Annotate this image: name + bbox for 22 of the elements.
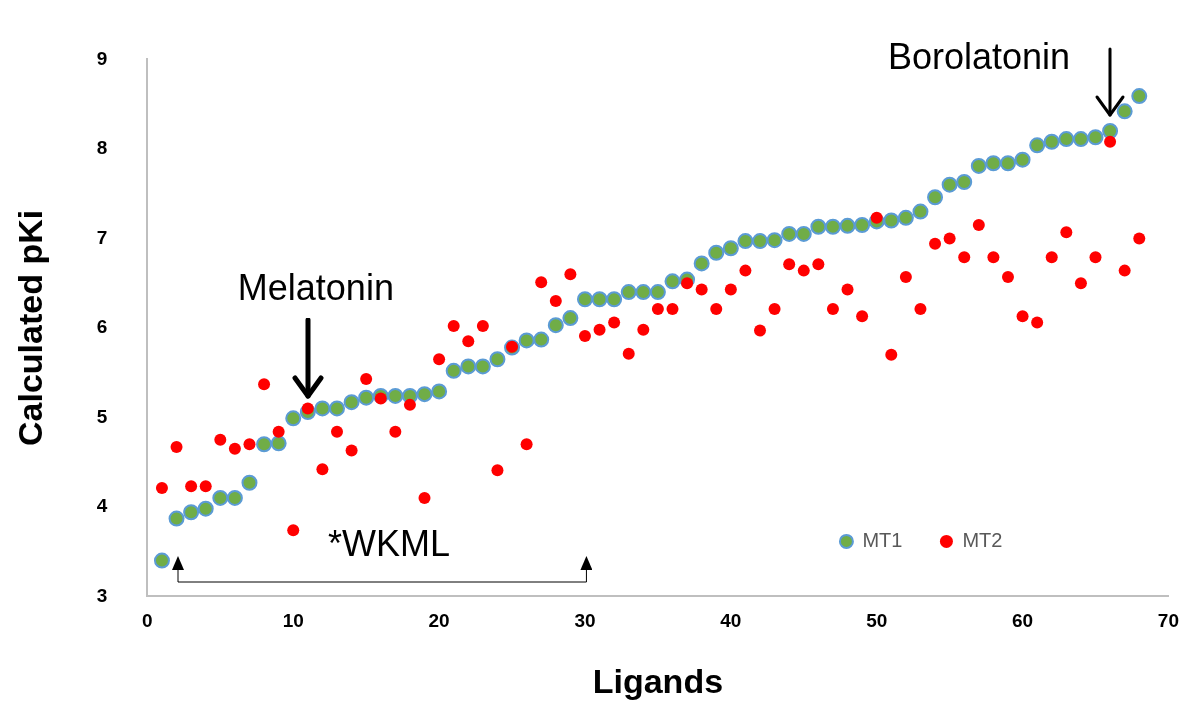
y-tick-label: 9 bbox=[96, 47, 108, 69]
annotation: Borolatonin bbox=[887, 36, 1071, 77]
x-tick-label: 30 bbox=[574, 610, 596, 632]
x-axis-title: Ligands bbox=[592, 661, 724, 700]
x-tick-label: 60 bbox=[1012, 610, 1034, 632]
x-tick-label: 50 bbox=[866, 610, 888, 632]
y-tick-label: 6 bbox=[96, 316, 108, 338]
y-axis-title: Calculated pKi bbox=[10, 209, 49, 446]
x-tick-label: 40 bbox=[720, 610, 742, 632]
y-tick-label: 4 bbox=[96, 495, 108, 517]
annotation: Melatonin bbox=[237, 267, 394, 309]
y-tick-label: 3 bbox=[96, 584, 108, 606]
y-tick-label: 5 bbox=[96, 405, 108, 427]
y-tick-label: 8 bbox=[96, 137, 108, 159]
legend-label: MT2 bbox=[962, 528, 1003, 551]
x-tick-label: 0 bbox=[142, 610, 153, 632]
y-tick-label: 7 bbox=[96, 226, 108, 248]
x-tick-label: 20 bbox=[428, 610, 450, 632]
annotation: *WKML bbox=[327, 523, 450, 565]
x-tick-label: 10 bbox=[282, 610, 304, 632]
x-tick-label: 70 bbox=[1157, 610, 1179, 632]
legend-label: MT1 bbox=[862, 528, 903, 551]
